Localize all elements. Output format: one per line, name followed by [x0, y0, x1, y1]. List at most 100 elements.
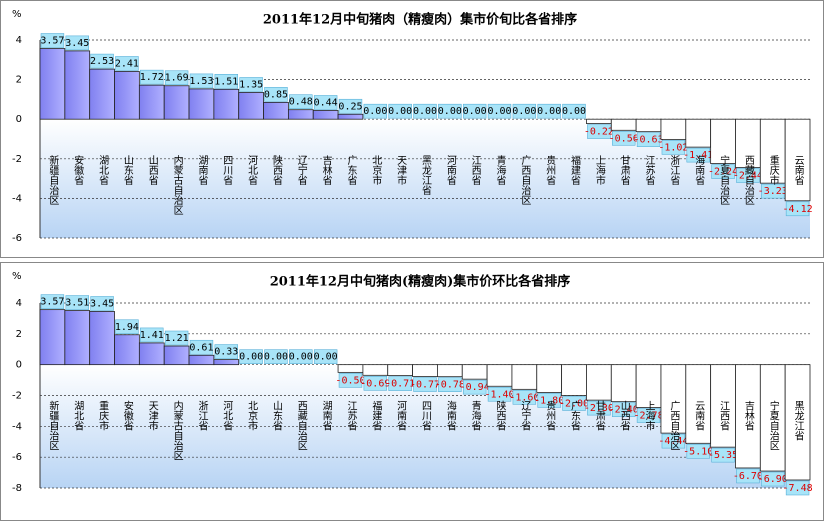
y-axis-label: % — [12, 271, 22, 282]
value-label: 0.00 — [487, 106, 511, 117]
bar — [660, 118, 687, 140]
value-label: -2.78 — [633, 411, 663, 422]
bar — [337, 113, 364, 120]
value-label-box — [711, 447, 735, 463]
value-label-box — [512, 390, 537, 405]
y-tick-label: 0 — [16, 360, 22, 371]
value-label-box — [438, 377, 462, 392]
x-tick-label: 山东省 — [121, 155, 133, 186]
value-label-box — [313, 95, 338, 110]
bar — [138, 84, 165, 120]
x-tick-label: 天津市 — [146, 401, 158, 432]
x-tick-label: 福建省 — [370, 399, 382, 431]
x-tick-label: 湖南省 — [196, 155, 208, 186]
x-tick-label: 江苏省 — [643, 155, 655, 186]
value-label-box — [164, 70, 189, 86]
value-label-box — [40, 294, 65, 309]
x-tick-label: 河北省 — [246, 155, 258, 186]
value-label: 0.00 — [438, 106, 462, 117]
value-label: -2.24 — [708, 167, 738, 178]
x-tick-label: 贵州省 — [544, 154, 556, 186]
x-tick-label: 上海市 — [643, 400, 655, 431]
bar — [586, 118, 612, 124]
value-label: -0.94 — [460, 382, 490, 393]
bar — [39, 48, 66, 120]
value-label-box — [214, 344, 239, 359]
value-label-box — [611, 130, 636, 146]
value-label: -2.30 — [584, 403, 614, 414]
x-tick-label: 云南省 — [693, 401, 705, 432]
value-label-box — [164, 330, 189, 346]
bar — [362, 364, 389, 376]
value-label-box — [239, 349, 263, 364]
x-tick-label: 青海省 — [469, 399, 481, 431]
value-label-box — [438, 103, 462, 119]
value-label-box — [587, 124, 611, 139]
bar — [163, 345, 190, 366]
y-tick-label: -2 — [12, 391, 22, 402]
x-tick-label: 广东省 — [569, 400, 581, 431]
value-label-box — [65, 35, 89, 51]
bar — [635, 364, 662, 408]
value-label: -6.90 — [758, 474, 788, 485]
bar — [64, 50, 91, 120]
value-label-box — [785, 480, 810, 496]
value-label: 0.44 — [314, 97, 338, 108]
value-label-box — [636, 408, 661, 423]
value-label-box — [413, 377, 437, 392]
y-axis-label: % — [12, 9, 22, 20]
value-label: 1.21 — [165, 333, 189, 344]
x-tick-label: 西藏自治区 — [295, 401, 307, 451]
value-label-box — [264, 87, 288, 102]
y-tick-label: -8 — [12, 483, 22, 494]
value-label-box — [40, 33, 65, 48]
value-label: 1.53 — [189, 76, 213, 87]
value-label: 2.41 — [115, 58, 139, 69]
x-tick-label: 江西省 — [718, 400, 730, 431]
x-tick-label: 河南省 — [395, 400, 407, 431]
value-label-box — [289, 94, 313, 109]
bar — [114, 334, 140, 366]
value-label-box — [413, 103, 437, 119]
bar — [784, 364, 811, 481]
value-label-box — [189, 339, 214, 355]
value-label-box — [289, 349, 313, 364]
x-tick-label: 四川省 — [420, 401, 432, 432]
x-tick-label: 广西自治区 — [668, 400, 680, 450]
value-label: -3.23 — [758, 186, 788, 197]
y-tick-label: -4 — [12, 421, 22, 432]
bar — [39, 309, 66, 366]
x-tick-label: 宁夏自治区 — [718, 154, 730, 205]
value-label: -0.63 — [633, 135, 663, 146]
x-tick-label: 海南省 — [444, 399, 456, 431]
y-tick-label: 2 — [16, 329, 22, 340]
value-label: 0.61 — [189, 342, 213, 353]
x-tick-label: 江苏省 — [345, 400, 357, 431]
bar — [437, 364, 463, 378]
value-label-box — [761, 183, 785, 199]
value-label-box — [512, 103, 537, 119]
value-label: 0.00 — [562, 106, 586, 117]
x-tick-label: 湖北省 — [97, 155, 109, 186]
bar — [759, 118, 786, 184]
value-label: 0.00 — [388, 106, 412, 117]
bar — [213, 88, 240, 120]
bar — [710, 364, 736, 448]
bar — [660, 364, 687, 434]
value-label: 0.00 — [537, 106, 561, 117]
bar — [685, 118, 712, 148]
y-tick-label: -4 — [12, 193, 22, 204]
bar — [387, 364, 413, 377]
value-label: -2.40 — [609, 405, 639, 416]
x-tick-label: 山西省 — [146, 155, 158, 186]
x-tick-label: 四川省 — [221, 155, 233, 186]
x-tick-label: 上海市 — [593, 155, 605, 186]
y-tick-label: -2 — [12, 154, 22, 165]
value-label: -0.56 — [609, 133, 639, 144]
value-label-box — [264, 349, 288, 364]
bar — [710, 118, 736, 164]
value-label: -1.80 — [534, 395, 564, 406]
x-tick-label: 安徽省 — [121, 399, 133, 431]
value-label-box — [462, 103, 487, 119]
x-tick-label: 河南省 — [444, 155, 456, 186]
